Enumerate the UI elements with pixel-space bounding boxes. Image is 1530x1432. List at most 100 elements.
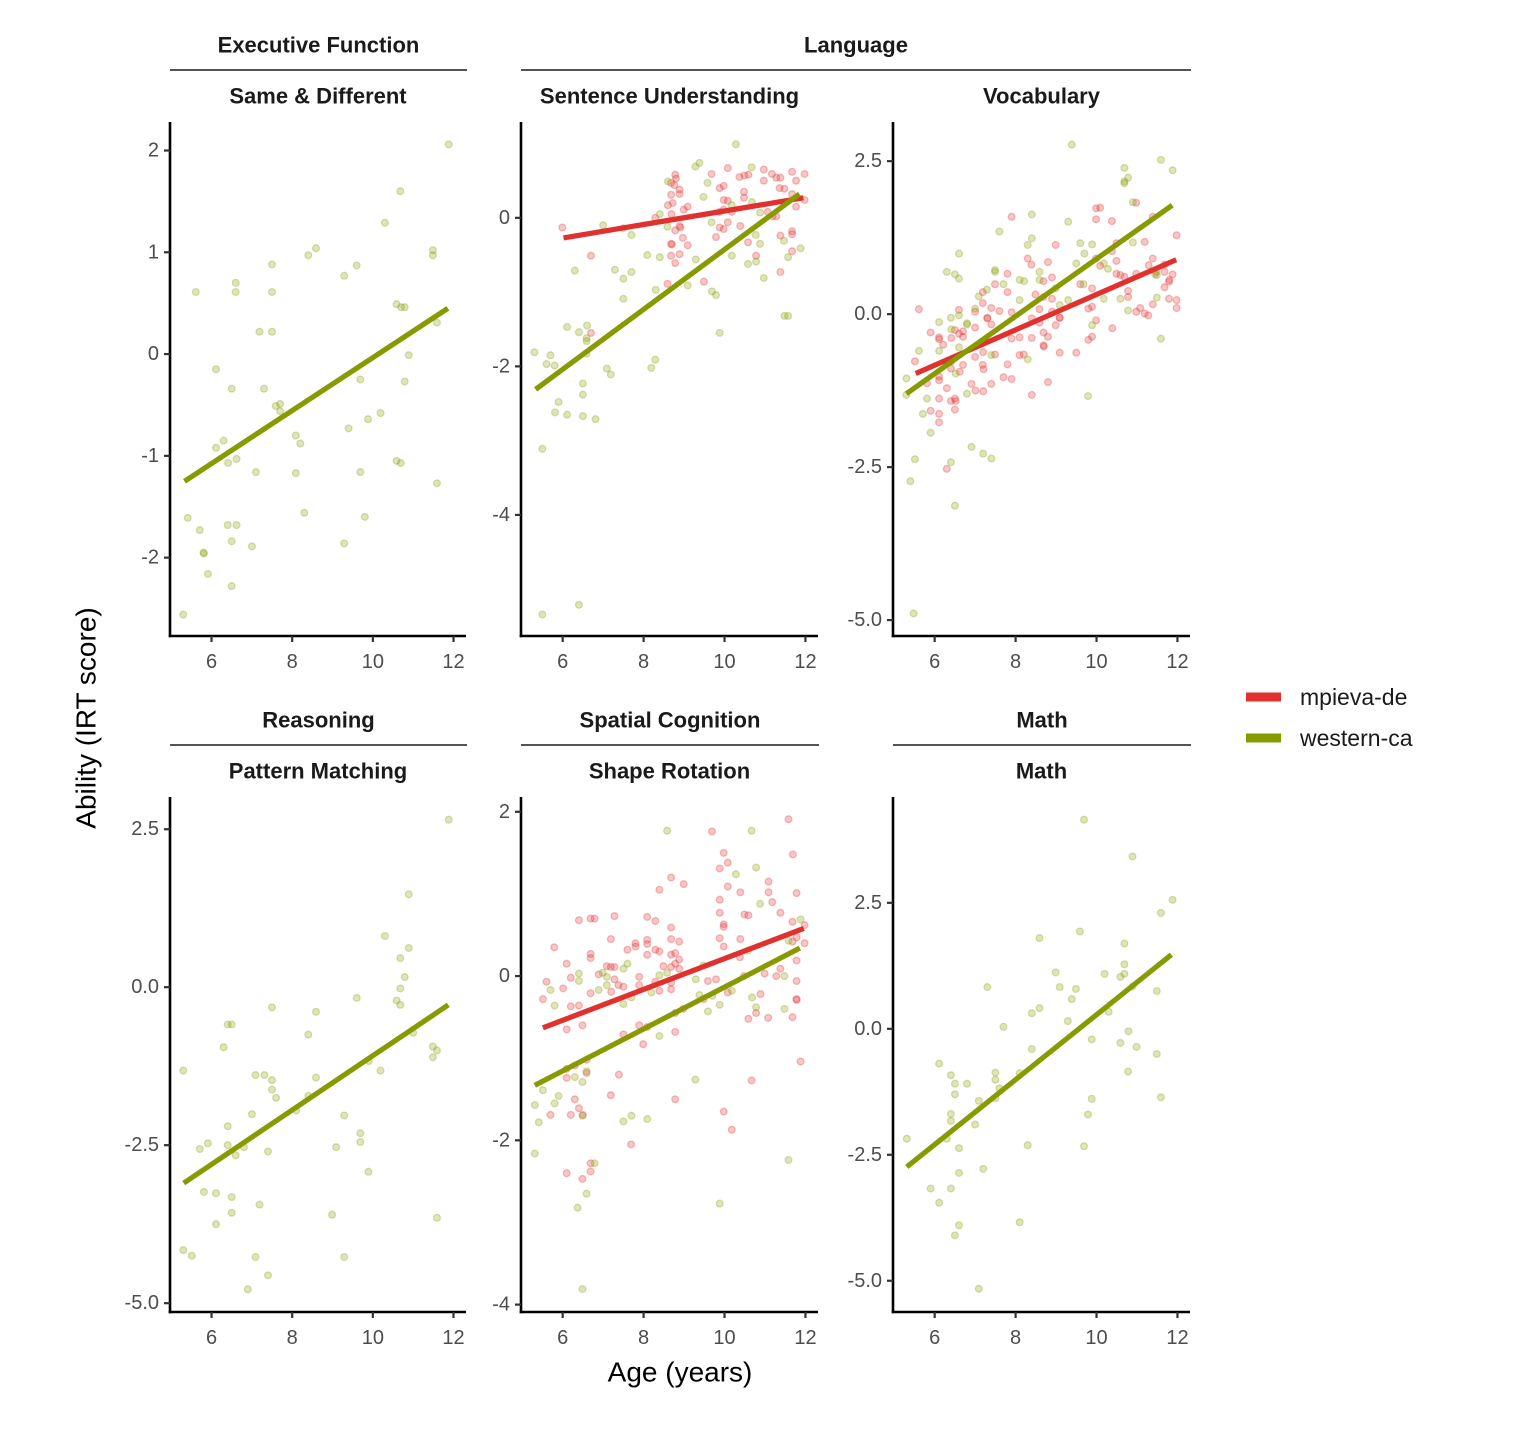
data-point bbox=[958, 327, 968, 336]
data-point bbox=[428, 1053, 437, 1062]
data-point bbox=[602, 364, 611, 373]
trend-line-western-ca bbox=[904, 203, 1174, 396]
data-point bbox=[187, 1251, 196, 1260]
data-point bbox=[1055, 313, 1064, 322]
data-point bbox=[715, 908, 724, 917]
data-point bbox=[227, 1208, 236, 1217]
data-point bbox=[247, 1110, 256, 1119]
data-point bbox=[947, 333, 956, 343]
data-point bbox=[364, 1167, 373, 1176]
data-point bbox=[534, 1118, 543, 1127]
data-point bbox=[946, 1071, 955, 1080]
data-point bbox=[736, 888, 745, 897]
data-point bbox=[910, 455, 919, 464]
data-point bbox=[740, 910, 749, 919]
data-point bbox=[990, 266, 1000, 275]
data-point bbox=[935, 394, 944, 403]
y-tick-label: 0 bbox=[499, 965, 510, 987]
data-point bbox=[1088, 284, 1097, 293]
y-tick-label: 2 bbox=[148, 139, 159, 161]
trend-line-western-ca bbox=[905, 952, 1174, 1169]
data-point bbox=[1015, 333, 1024, 342]
data-point bbox=[1088, 302, 1097, 311]
data-point bbox=[251, 1070, 260, 1080]
data-point bbox=[1156, 908, 1165, 917]
data-point bbox=[267, 287, 277, 297]
data-point bbox=[670, 181, 679, 190]
data-point bbox=[971, 304, 980, 313]
data-point bbox=[627, 1140, 636, 1149]
data-point bbox=[610, 975, 619, 984]
data-point bbox=[1023, 254, 1032, 263]
data-point bbox=[586, 989, 595, 998]
data-point bbox=[578, 1111, 587, 1120]
data-point bbox=[623, 959, 632, 968]
data-point bbox=[1020, 277, 1029, 286]
data-point bbox=[1076, 239, 1085, 248]
x-axis-title: Age (years) bbox=[608, 1357, 753, 1388]
data-point bbox=[1007, 308, 1016, 317]
data-point bbox=[400, 303, 409, 312]
panel-title: Math bbox=[1016, 759, 1067, 784]
data-point bbox=[759, 165, 768, 174]
data-point bbox=[1079, 280, 1088, 289]
data-point bbox=[675, 955, 684, 964]
data-point bbox=[578, 412, 587, 421]
data-point bbox=[574, 969, 583, 978]
data-point bbox=[1047, 294, 1057, 303]
data-point bbox=[1100, 969, 1109, 978]
data-point bbox=[999, 1022, 1008, 1031]
data-point bbox=[562, 1025, 571, 1034]
data-point bbox=[1027, 390, 1036, 399]
x-tick-label: 6 bbox=[206, 1327, 217, 1349]
data-point bbox=[1124, 1027, 1133, 1036]
data-point bbox=[740, 171, 749, 180]
data-point bbox=[788, 167, 797, 176]
data-point bbox=[1092, 316, 1101, 325]
data-point bbox=[610, 912, 619, 921]
data-point bbox=[792, 995, 801, 1004]
data-point bbox=[1064, 217, 1073, 226]
data-point bbox=[780, 1004, 789, 1013]
data-point bbox=[987, 454, 996, 463]
data-point bbox=[914, 346, 923, 355]
data-point bbox=[731, 140, 740, 149]
data-point bbox=[719, 920, 728, 929]
data-point bbox=[979, 449, 988, 458]
data-point bbox=[582, 321, 592, 330]
data-point bbox=[619, 274, 628, 283]
data-point bbox=[251, 468, 260, 477]
data-point bbox=[723, 196, 732, 205]
data-point bbox=[974, 1096, 983, 1105]
data-point bbox=[179, 1066, 188, 1075]
data-point bbox=[1140, 309, 1149, 318]
data-point bbox=[678, 233, 687, 242]
data-point bbox=[1039, 341, 1048, 350]
data-point bbox=[562, 1073, 571, 1082]
data-point bbox=[606, 962, 615, 972]
data-point bbox=[1039, 277, 1048, 286]
data-point bbox=[792, 976, 801, 986]
data-point bbox=[1072, 348, 1081, 357]
data-point bbox=[606, 1091, 615, 1100]
data-point bbox=[719, 848, 728, 857]
data-point bbox=[788, 247, 797, 256]
data-point bbox=[954, 343, 964, 352]
y-tick-label: -5.0 bbox=[848, 1270, 882, 1292]
y-axis-title: Ability (IRT score) bbox=[71, 607, 102, 828]
data-point bbox=[550, 1001, 559, 1010]
data-point bbox=[444, 815, 453, 824]
data-point bbox=[776, 231, 785, 240]
data-point bbox=[796, 244, 805, 253]
data-point bbox=[950, 270, 959, 279]
data-point bbox=[363, 415, 373, 424]
data-point bbox=[231, 287, 240, 297]
data-point bbox=[392, 300, 401, 309]
data-point bbox=[954, 249, 964, 258]
data-point bbox=[667, 873, 676, 882]
data-point bbox=[1136, 303, 1145, 313]
points-mpieva-de bbox=[538, 815, 809, 1183]
data-point bbox=[711, 233, 721, 242]
data-point bbox=[179, 610, 188, 619]
y-tick-label: -2 bbox=[492, 355, 510, 377]
